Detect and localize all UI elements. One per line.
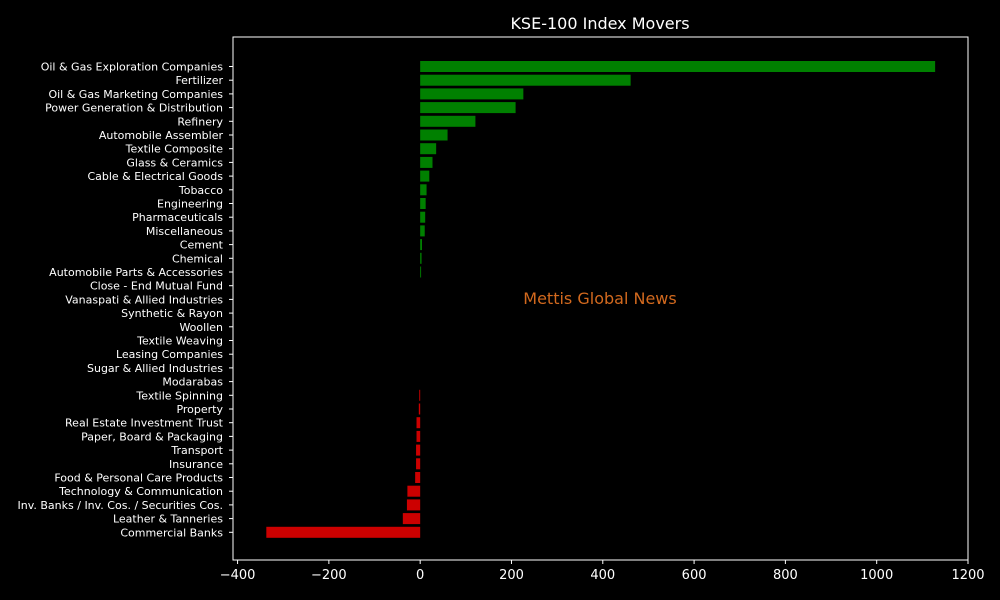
bar xyxy=(407,485,421,497)
category-label: Vanaspati & Allied Industries xyxy=(65,293,223,306)
bar xyxy=(418,403,421,415)
bar xyxy=(416,458,421,470)
x-tick-label: 600 xyxy=(682,568,707,583)
bar xyxy=(420,88,524,100)
x-tick-label: 0 xyxy=(416,568,424,583)
category-label: Property xyxy=(176,403,223,416)
category-label: Technology & Communication xyxy=(58,485,223,498)
bar xyxy=(420,184,427,196)
category-label: Leasing Companies xyxy=(116,348,223,361)
category-label: Refinery xyxy=(177,115,223,128)
x-tick-label: 400 xyxy=(590,568,615,583)
category-label: Engineering xyxy=(157,198,223,211)
category-label: Commercial Banks xyxy=(120,526,223,539)
bar xyxy=(420,102,516,114)
category-label: Tobacco xyxy=(178,184,223,197)
category-label: Fertilizer xyxy=(175,74,223,87)
category-label: Transport xyxy=(170,444,223,457)
category-label: Textile Composite xyxy=(125,143,224,156)
x-axis-ticks: −400 −200 0 200 400 600 800 1000 1200 xyxy=(220,560,985,583)
bar xyxy=(266,526,421,538)
category-label: Miscellaneous xyxy=(146,225,223,238)
bar xyxy=(420,61,936,72)
category-label: Oil & Gas Exploration Companies xyxy=(41,61,224,74)
category-label: Modarabas xyxy=(162,376,223,389)
watermark-text: Mettis Global News xyxy=(523,289,676,308)
category-label: Cable & Electrical Goods xyxy=(87,170,223,183)
bar xyxy=(416,444,421,456)
x-tick-label: 1000 xyxy=(860,568,893,583)
category-label: Textile Spinning xyxy=(135,389,223,402)
category-label: Synthetic & Rayon xyxy=(121,307,223,320)
chart-title: KSE-100 Index Movers xyxy=(510,14,689,33)
bar xyxy=(402,513,421,525)
x-tick-label: −200 xyxy=(311,568,347,583)
category-label: Close - End Mutual Fund xyxy=(90,280,223,293)
bar xyxy=(420,170,430,182)
bar xyxy=(420,225,425,237)
plot-frame xyxy=(232,36,969,561)
bar xyxy=(420,252,422,264)
bar xyxy=(420,129,448,141)
bar xyxy=(420,143,437,155)
bar xyxy=(420,156,433,168)
x-tick-label: −400 xyxy=(220,568,256,583)
category-label: Cement xyxy=(180,239,224,252)
bar xyxy=(416,417,421,429)
bar xyxy=(406,499,421,511)
category-label: Real Estate Investment Trust xyxy=(65,417,224,430)
x-tick-label: 200 xyxy=(499,568,524,583)
category-label: Paper, Board & Packaging xyxy=(81,430,223,443)
category-label: Insurance xyxy=(169,458,223,471)
category-label: Power Generation & Distribution xyxy=(45,102,223,115)
category-labels: Oil & Gas Exploration CompaniesFertilize… xyxy=(18,61,233,539)
bar xyxy=(420,266,422,278)
category-label: Food & Personal Care Products xyxy=(54,472,223,485)
bar xyxy=(419,389,421,401)
bar xyxy=(420,211,426,223)
bar xyxy=(420,198,426,209)
category-label: Glass & Ceramics xyxy=(126,156,223,169)
category-label: Sugar & Allied Industries xyxy=(87,362,223,375)
category-label: Automobile Assembler xyxy=(99,129,224,142)
bar xyxy=(416,430,421,442)
category-label: Inv. Banks / Inv. Cos. / Securities Cos. xyxy=(18,499,223,512)
category-label: Chemical xyxy=(172,252,223,265)
bar xyxy=(415,472,421,483)
bars-group xyxy=(266,61,936,538)
bar xyxy=(420,239,422,251)
category-label: Automobile Parts & Accessories xyxy=(49,266,223,279)
category-label: Leather & Tanneries xyxy=(113,513,223,526)
bar xyxy=(420,115,476,127)
x-tick-label: 1200 xyxy=(951,568,984,583)
bar xyxy=(420,74,631,86)
category-label: Oil & Gas Marketing Companies xyxy=(48,88,223,101)
x-tick-label: 800 xyxy=(773,568,798,583)
category-label: Pharmaceuticals xyxy=(132,211,223,224)
category-label: Woollen xyxy=(179,321,223,334)
category-label: Textile Weaving xyxy=(136,335,223,348)
